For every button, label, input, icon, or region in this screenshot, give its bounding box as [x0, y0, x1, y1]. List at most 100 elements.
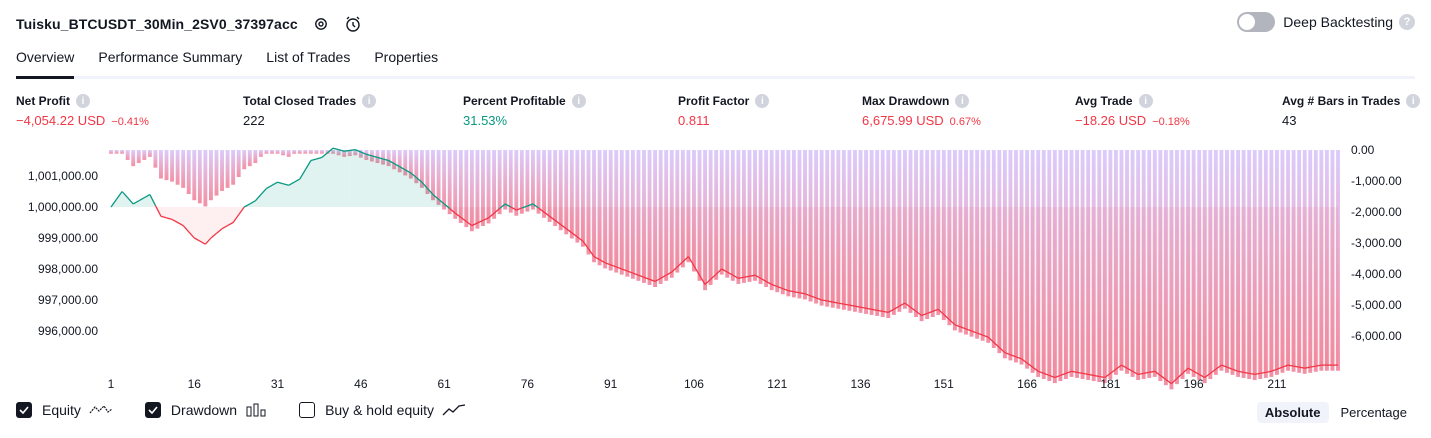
equity-line-segment [1310, 365, 1316, 368]
equity-area-segment [172, 207, 178, 223]
equity-line-segment [971, 330, 978, 334]
drawdown-bar [503, 150, 508, 210]
info-icon[interactable]: i [1138, 94, 1153, 108]
equity-checkbox[interactable] [16, 402, 32, 418]
drawdown-bar [270, 150, 274, 154]
help-icon[interactable]: ? [1399, 14, 1415, 30]
equity-area-segment [871, 207, 878, 311]
equity-line-segment [243, 203, 251, 208]
tab-properties[interactable]: Properties [374, 49, 439, 65]
drawdown-bar [891, 150, 896, 315]
drawdown-bar [1286, 150, 1290, 371]
x-axis-tick: 196 [1184, 377, 1204, 391]
equity-line-segment [793, 291, 800, 294]
equity-line-segment [982, 334, 989, 338]
equity-line-segment [1049, 374, 1056, 379]
equity-line-segment [149, 194, 156, 206]
equity-line-segment [177, 221, 184, 227]
info-icon[interactable]: i [955, 94, 970, 108]
info-icon[interactable]: i [362, 94, 377, 108]
equity-line-segment [1043, 372, 1050, 377]
drawdown-bar [747, 150, 752, 282]
equity-area-segment [1138, 207, 1144, 375]
equity-area-segment [1088, 207, 1094, 376]
drawdown-bar [386, 150, 391, 167]
equity-line-segment [1076, 371, 1083, 375]
equity-line-segment [1265, 370, 1272, 373]
buy-hold-checkbox[interactable] [299, 402, 316, 418]
tab-overview[interactable]: Overview [16, 46, 75, 79]
drawdown-bar [1297, 150, 1302, 373]
drawdown-bar [136, 150, 141, 164]
equity-area-segment [1332, 207, 1338, 366]
tab-list-of-trades[interactable]: List of Trades [266, 49, 351, 65]
equity-area-segment [188, 207, 195, 238]
equity-area-segment [1265, 207, 1272, 373]
equity-area-segment [299, 169, 306, 207]
equity-area-segment [532, 203, 539, 209]
equity-line-segment [232, 214, 240, 223]
metric-label: Avg Trade [1075, 94, 1133, 108]
x-axis: 1 16 31 46 61 76 91 106 121 136 151 166 181 196 211 [108, 377, 1287, 391]
drawdown-bar [1213, 150, 1218, 375]
equity-line-segment [993, 341, 1000, 349]
equity-area-segment [954, 207, 961, 327]
drawdown-bar [109, 150, 113, 154]
drawdown-bar [786, 150, 791, 297]
settings-icon[interactable] [312, 15, 330, 33]
info-icon[interactable]: i [1406, 94, 1421, 108]
percentage-button[interactable]: Percentage [1340, 405, 1408, 420]
equity-line-segment [1215, 364, 1222, 370]
drawdown-bar [236, 150, 241, 177]
deep-backtesting-toggle[interactable] [1237, 12, 1276, 32]
equity-area-segment [316, 157, 322, 207]
legend-buy-hold[interactable]: Buy & hold equity [299, 402, 466, 418]
equity-line-segment [1221, 364, 1228, 368]
equity-line-segment [1237, 370, 1244, 373]
drawdown-bar [741, 150, 746, 283]
drawdown-bar [1225, 150, 1229, 373]
legend-equity[interactable]: Equity [16, 402, 113, 418]
drawdown-bar [153, 150, 158, 168]
equity-drawdown-chart[interactable]: 1,001,000.00 1,000,000.00 999,000.00 998,00… [0, 140, 1431, 395]
drawdown-bar [1258, 150, 1263, 379]
equity-area-segment [427, 188, 434, 207]
drawdown-bar [908, 150, 913, 313]
drawdown-bar [1075, 150, 1079, 378]
equity-line-segment [249, 200, 256, 205]
drawdown-bar [1313, 150, 1318, 372]
legend-drawdown[interactable]: Drawdown [144, 402, 267, 418]
equity-line-segment [1109, 368, 1117, 374]
drawdown-bar [919, 150, 924, 322]
equity-area-segment [710, 207, 717, 280]
drawdown-bar [1147, 150, 1152, 378]
equity-line-segment [127, 197, 134, 205]
drawdown-bar [1263, 150, 1268, 378]
info-icon[interactable]: i [76, 94, 90, 108]
equity-line-segment [488, 212, 495, 219]
equity-area-segment [1254, 207, 1261, 375]
equity-line-segment [493, 208, 501, 214]
absolute-button[interactable]: Absolute [1256, 402, 1329, 423]
drawdown-bar [886, 150, 891, 319]
equity-line-segment [1060, 372, 1067, 377]
equity-area-segment [216, 207, 223, 234]
equity-line-segment [521, 205, 528, 209]
equity-area-segment [999, 207, 1005, 353]
equity-line-segment [1104, 372, 1111, 379]
equity-line-segment [443, 203, 451, 210]
drawdown-bar [692, 150, 696, 272]
equity-line-segment [510, 206, 517, 211]
equity-area-segment [755, 207, 761, 279]
info-icon[interactable]: i [571, 94, 586, 108]
equity-line-segment [477, 219, 484, 224]
drawdown-bar [753, 150, 757, 281]
equity-line-segment [1054, 374, 1061, 379]
drawdown-checkbox[interactable] [144, 402, 161, 418]
equity-area-segment [1143, 207, 1150, 374]
tab-performance-summary[interactable]: Performance Summary [98, 49, 243, 65]
info-icon[interactable]: i [755, 94, 770, 108]
alert-clock-icon[interactable] [344, 15, 362, 33]
equity-area-segment [210, 207, 217, 238]
equity-line-segment [410, 172, 417, 179]
